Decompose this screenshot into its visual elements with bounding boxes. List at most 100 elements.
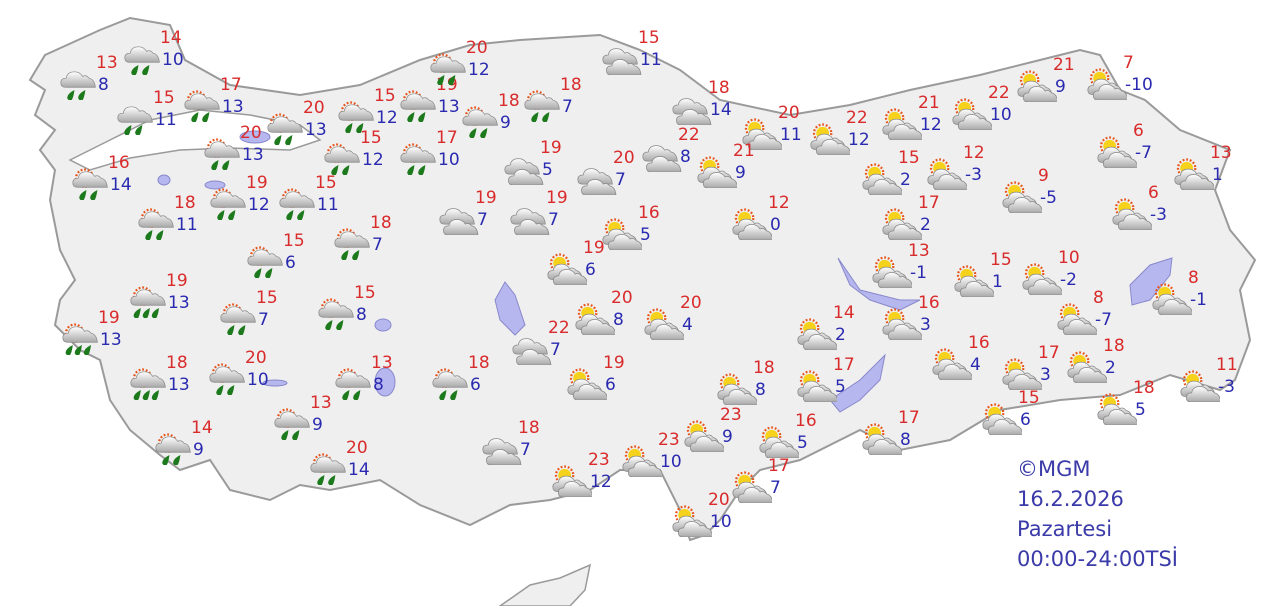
weather-station: 10 -2 bbox=[1020, 249, 1100, 305]
min-temperature: 2 bbox=[1105, 358, 1116, 378]
weather-station: 15 12 bbox=[322, 129, 402, 185]
weather-station: 18 8 bbox=[715, 359, 795, 415]
min-temperature: 10 bbox=[710, 512, 732, 532]
min-temperature: 8 bbox=[356, 305, 367, 325]
min-temperature: 10 bbox=[660, 452, 682, 472]
min-temperature: 7 bbox=[548, 210, 559, 230]
max-temperature: 17 bbox=[220, 75, 242, 95]
min-temperature: 13 bbox=[168, 293, 190, 313]
partly-cloudy-icon bbox=[872, 256, 912, 288]
min-temperature: 5 bbox=[1135, 400, 1146, 420]
weather-station: 15 8 bbox=[316, 284, 396, 340]
min-temperature: 6 bbox=[585, 260, 596, 280]
cloudy-icon bbox=[439, 208, 479, 235]
partly-cloudy-heavy-rain-icon bbox=[130, 286, 166, 318]
forecast-period: 00:00-24:00TSİ bbox=[1017, 547, 1178, 571]
min-temperature: 9 bbox=[735, 163, 746, 183]
weather-station: 15 1 bbox=[952, 251, 1032, 307]
weather-station: 17 3 bbox=[1000, 344, 1080, 400]
weather-station: 22 8 bbox=[640, 126, 720, 182]
max-temperature: 22 bbox=[548, 318, 570, 338]
min-temperature: -7 bbox=[1135, 143, 1152, 163]
min-temperature: 11 bbox=[640, 50, 662, 70]
weather-station: 20 8 bbox=[573, 289, 653, 345]
partly-cloudy-icon bbox=[567, 368, 607, 400]
partly-cloudy-rain-icon bbox=[400, 143, 436, 175]
min-temperature: -3 bbox=[1150, 205, 1167, 225]
max-temperature: 20 bbox=[346, 438, 368, 458]
min-temperature: 7 bbox=[770, 478, 781, 498]
partly-cloudy-rain-icon bbox=[462, 106, 498, 138]
partly-cloudy-rain-icon bbox=[430, 53, 466, 85]
min-temperature: 9 bbox=[193, 440, 204, 460]
partly-cloudy-icon bbox=[759, 426, 799, 458]
min-temperature: 11 bbox=[317, 195, 339, 215]
min-temperature: 12 bbox=[590, 472, 612, 492]
weather-station: 19 13 bbox=[128, 272, 208, 328]
weather-station: 23 9 bbox=[682, 406, 762, 462]
max-temperature: 23 bbox=[658, 430, 680, 450]
max-temperature: 16 bbox=[968, 333, 990, 353]
min-temperature: 13 bbox=[222, 97, 244, 117]
weather-station: 18 14 bbox=[670, 79, 750, 135]
max-temperature: 12 bbox=[963, 143, 985, 163]
min-temperature: 9 bbox=[1055, 77, 1066, 97]
min-temperature: 3 bbox=[920, 315, 931, 335]
weather-station: 15 12 bbox=[336, 87, 416, 143]
partly-cloudy-rain-icon bbox=[324, 143, 360, 175]
max-temperature: 13 bbox=[310, 393, 332, 413]
weather-station: 18 7 bbox=[522, 76, 602, 132]
max-temperature: 22 bbox=[988, 83, 1010, 103]
weather-station: 23 12 bbox=[550, 451, 630, 507]
lakes bbox=[157, 130, 1173, 413]
min-temperature: 8 bbox=[373, 375, 384, 395]
weather-station: 17 8 bbox=[860, 409, 940, 465]
max-temperature: 20 bbox=[240, 123, 262, 143]
min-temperature: 7 bbox=[562, 97, 573, 117]
min-temperature: 7 bbox=[520, 440, 531, 460]
max-temperature: 17 bbox=[833, 355, 855, 375]
max-temperature: 15 bbox=[990, 250, 1012, 270]
weather-station: 13 9 bbox=[272, 394, 352, 450]
weather-station: 20 10 bbox=[207, 349, 287, 405]
max-temperature: 13 bbox=[371, 353, 393, 373]
weather-station: 20 7 bbox=[575, 149, 655, 205]
weather-station: 16 5 bbox=[757, 412, 837, 468]
weather-station: 8 -1 bbox=[1150, 269, 1230, 325]
cloudy-icon bbox=[672, 98, 712, 125]
partly-cloudy-icon bbox=[810, 123, 850, 155]
max-temperature: 6 bbox=[1133, 121, 1144, 141]
partly-cloudy-icon bbox=[1180, 370, 1220, 402]
partly-cloudy-rain-icon bbox=[209, 363, 245, 395]
weather-station: 15 11 bbox=[277, 174, 357, 230]
weather-station: 18 7 bbox=[480, 419, 560, 475]
partly-cloudy-icon bbox=[732, 471, 772, 503]
partly-cloudy-icon bbox=[697, 156, 737, 188]
weather-station: 20 4 bbox=[642, 294, 722, 350]
max-temperature: 19 bbox=[540, 138, 562, 158]
weather-station: 19 7 bbox=[437, 189, 517, 245]
weather-station: 18 5 bbox=[1095, 379, 1175, 435]
min-temperature: 12 bbox=[248, 195, 270, 215]
weather-station: 19 6 bbox=[545, 239, 625, 295]
max-temperature: 19 bbox=[603, 353, 625, 373]
min-temperature: 10 bbox=[247, 370, 269, 390]
min-temperature: 10 bbox=[438, 150, 460, 170]
max-temperature: 15 bbox=[1018, 388, 1040, 408]
partly-cloudy-icon bbox=[575, 303, 615, 335]
weather-station: 19 12 bbox=[208, 174, 288, 230]
min-temperature: 7 bbox=[372, 235, 383, 255]
weather-station: 14 2 bbox=[795, 304, 875, 360]
max-temperature: 20 bbox=[708, 490, 730, 510]
partly-cloudy-icon bbox=[882, 208, 922, 240]
partly-cloudy-heavy-rain-icon bbox=[130, 368, 166, 400]
max-temperature: 15 bbox=[898, 148, 920, 168]
max-temperature: 18 bbox=[753, 358, 775, 378]
min-temperature: 6 bbox=[285, 253, 296, 273]
min-temperature: 13 bbox=[242, 145, 264, 165]
min-temperature: 7 bbox=[258, 310, 269, 330]
max-temperature: 13 bbox=[1210, 143, 1232, 163]
partly-cloudy-icon bbox=[862, 163, 902, 195]
weather-station: 7 -10 bbox=[1085, 54, 1165, 110]
partly-cloudy-icon bbox=[882, 308, 922, 340]
